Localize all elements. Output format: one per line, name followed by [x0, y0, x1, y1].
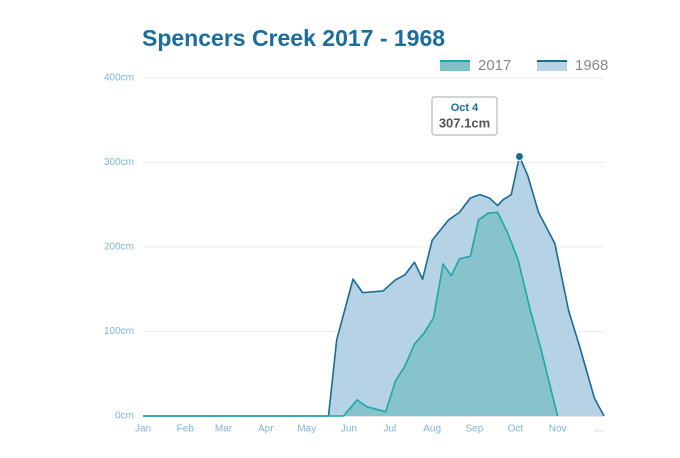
x-tick-label: Nov	[549, 424, 567, 435]
x-tick-label: Mar	[215, 424, 233, 435]
legend-label: 2017	[478, 57, 511, 74]
x-tick-label: Jan	[135, 424, 151, 435]
x-tick-label: Oct	[508, 424, 524, 435]
x-tick-label: …	[594, 424, 604, 435]
y-tick-label: 0cm	[115, 411, 134, 422]
series-line	[143, 211, 559, 417]
x-tick-label: Aug	[423, 424, 441, 435]
x-tick-label: Jun	[341, 424, 357, 435]
series-line	[143, 155, 605, 417]
tooltip-value: 307.1cm	[439, 115, 490, 130]
legend-label: 1968	[575, 57, 608, 74]
y-tick-label: 200cm	[104, 242, 134, 253]
x-tick-label: Feb	[177, 424, 195, 435]
x-tick-label: May	[297, 424, 316, 435]
x-tick-label: Jul	[383, 424, 396, 435]
x-tick-label: Sep	[466, 424, 484, 435]
tooltip: Oct 4 307.1cm	[431, 96, 498, 136]
x-tick-label: Apr	[258, 424, 274, 435]
y-tick-label: 300cm	[104, 157, 134, 168]
plot-area: 0cm 100cm 200cm 300cm 400cm Jan Feb Mar Apr May Ju…	[104, 73, 605, 435]
legend-swatch[interactable]	[440, 61, 470, 71]
highlight-point	[514, 152, 524, 162]
tooltip-date: Oct 4	[451, 102, 479, 114]
y-tick-label: 400cm	[104, 73, 134, 84]
chart-title: Spencers Creek 2017 - 1968	[142, 25, 445, 51]
legend-swatch[interactable]	[537, 61, 567, 71]
y-tick-label: 100cm	[104, 326, 134, 337]
tooltip-box	[431, 96, 498, 136]
series-area	[143, 212, 558, 416]
legend: 2017 1968	[440, 57, 608, 74]
